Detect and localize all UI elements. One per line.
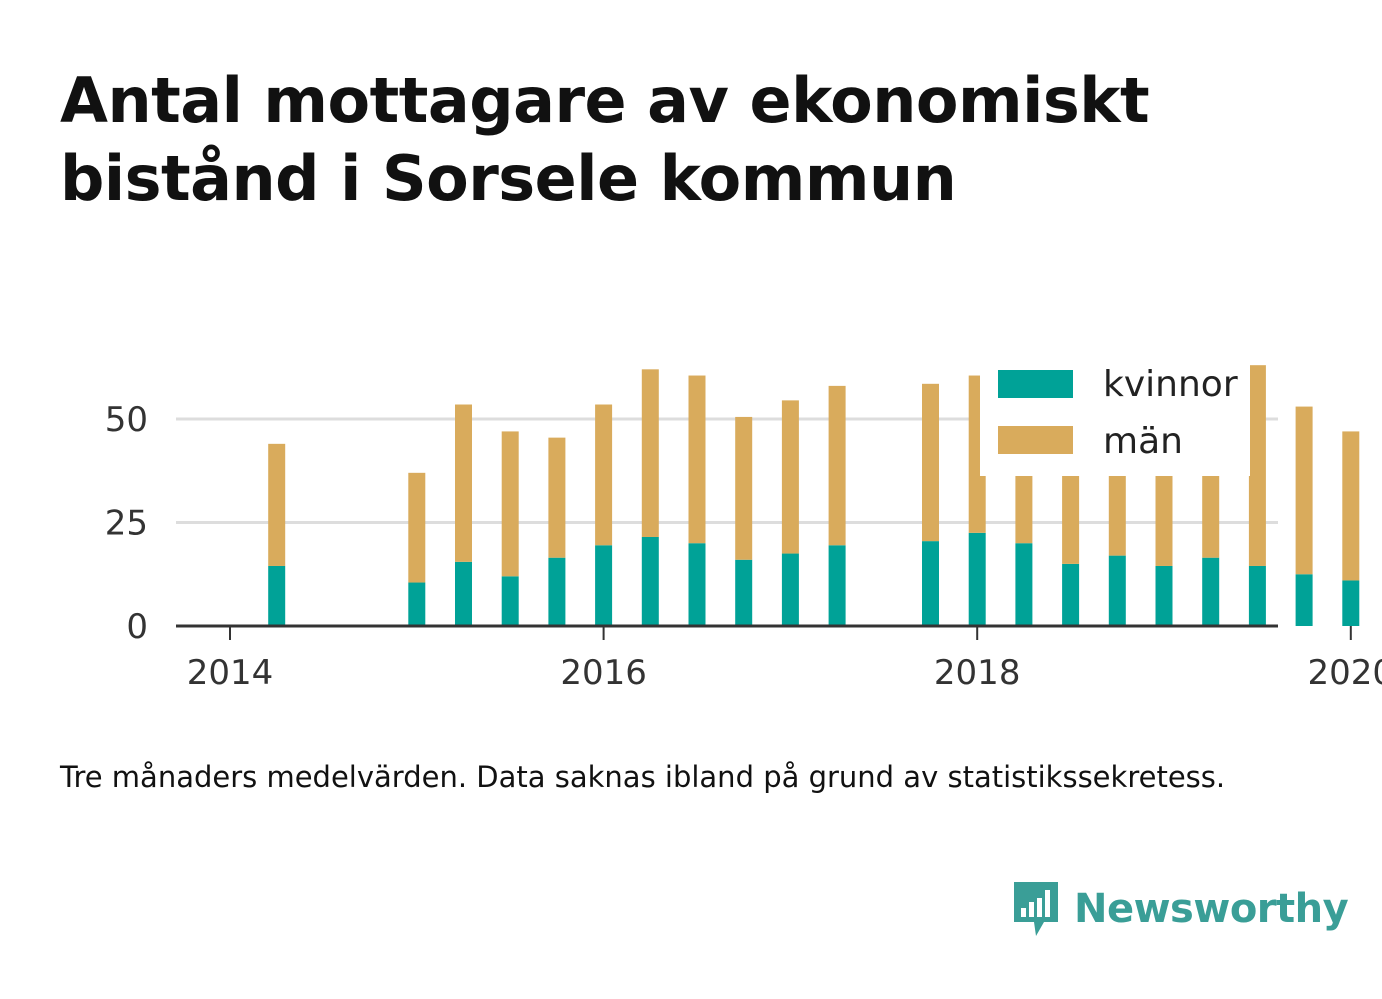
bar-man-2017-04 [828,385,846,546]
chart-title-line-2: bistånd i Sorsele kommun [60,142,957,215]
bar-kvinnor-2017-01 [781,553,799,626]
bar-man-2015-10 [548,437,566,558]
bar-man-2016-04 [641,369,659,537]
brand-logo: Newsworthy [1010,878,1349,940]
bar-kvinnor-2017-04 [828,545,846,626]
bar-kvinnor-2019-04 [1202,557,1220,626]
bar-kvinnor-2019-10 [1295,574,1313,626]
bar-man-2015-04 [455,404,472,562]
x-tick-label-2016: 2016 [560,653,647,693]
legend: kvinnor män [980,358,1250,476]
bar-kvinnor-2018-04 [1015,543,1033,626]
bar-kvinnor-2016-07 [688,543,706,626]
y-tick-label-25: 25 [105,504,148,544]
bar-man-2016-07 [688,375,706,544]
newsworthy-logo-icon [1014,882,1058,936]
bar-man-2015-07 [501,431,519,577]
bars [268,365,1360,626]
legend-swatch-man [998,426,1073,454]
legend-label-man: män [1103,421,1183,462]
bar-kvinnor-2016-10 [735,559,753,626]
x-tick-label-2020: 2020 [1308,653,1382,693]
bar-kvinnor-2020-01 [1342,580,1360,626]
bar-kvinnor-2015-07 [501,576,519,626]
bar-kvinnor-2015-01 [408,582,426,626]
bar-kvinnor-2015-10 [548,557,566,626]
bar-kvinnor-2016-04 [641,536,659,626]
bar-kvinnor-2017-10 [922,541,939,626]
bar-man-2019-10 [1295,406,1313,575]
stacked-bar-chart: 02550201420162018202020222024 kvinnor mä… [105,358,1382,693]
x-tick-label-2018: 2018 [934,653,1021,693]
y-tick-label-50: 50 [105,400,148,440]
chart-title: Antal mottagare av ekonomiskt bistånd i … [60,62,1300,218]
chart-title-line-1: Antal mottagare av ekonomiskt [60,64,1150,137]
bar-kvinnor-2015-04 [455,561,472,626]
axes: 02550201420162018202020222024 [105,400,1382,693]
bar-man-2016-10 [735,416,753,560]
bar-man-2020-01 [1342,431,1360,581]
bar-kvinnor-2018-07 [1062,563,1080,626]
bar-man-2014-04 [268,443,286,566]
legend-swatch-kvinnor [998,370,1073,398]
y-tick-label-0: 0 [126,607,148,647]
bar-man-2016-01 [595,404,613,546]
bar-man-2017-01 [781,400,799,554]
brand-name: Newsworthy [1074,886,1349,932]
bar-kvinnor-2019-01 [1155,565,1173,626]
legend-label-kvinnor: kvinnor [1103,364,1238,405]
bar-man-2017-10 [922,383,939,542]
bar-kvinnor-2016-01 [595,545,613,626]
bar-kvinnor-2018-10 [1108,555,1126,626]
chart-note: Tre månaders medelvärden. Data saknas ib… [60,760,1226,794]
bar-kvinnor-2019-07 [1248,565,1266,626]
x-tick-label-2014: 2014 [187,653,274,693]
bar-man-2015-01 [408,472,426,583]
bar-kvinnor-2014-04 [268,565,286,626]
bar-kvinnor-2018-01 [968,532,986,626]
bar-man-2019-07 [1248,365,1266,566]
